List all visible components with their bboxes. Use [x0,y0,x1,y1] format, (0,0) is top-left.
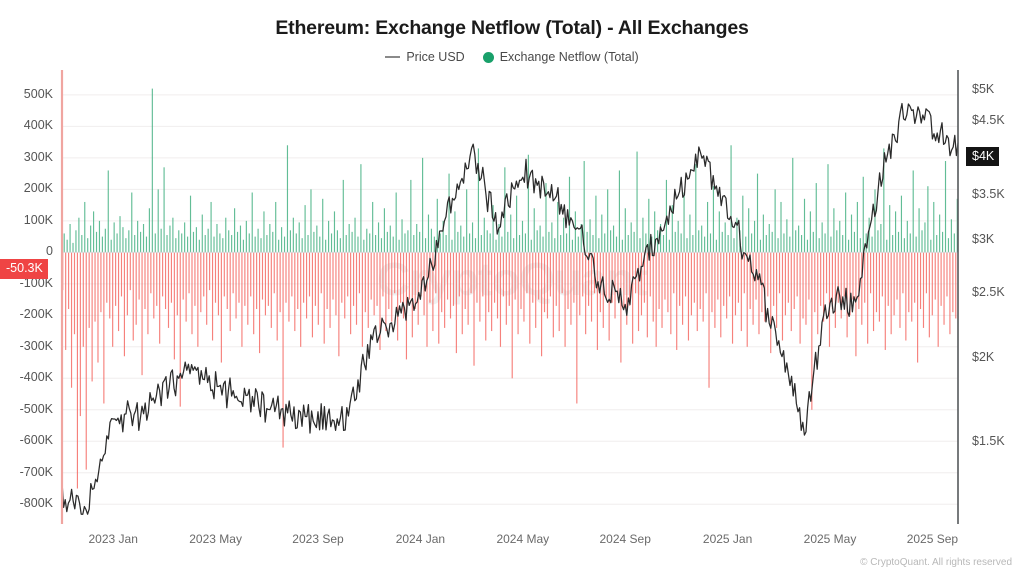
y-axis-right-tick: $5K [972,82,995,97]
status-badge-netflow: -50.3K [0,259,48,279]
legend-label-netflow: Exchange Netflow (Total) [499,50,639,64]
y-axis-left-tick: 500K [23,86,53,101]
legend-label-price: Price USD [406,50,465,64]
netflow-bars [62,88,958,489]
y-axis-left-tick: -100K [19,275,53,290]
page-title: Ethereum: Exchange Netflow (Total) - All… [275,17,749,39]
x-axis-tick: 2023 Jan [88,532,138,546]
y-axis-right-tick: $3.5K [972,186,1005,201]
x-axis-tick: 2023 May [189,532,242,546]
y-axis-left-tick: 300K [23,149,53,164]
circle-dot-icon [482,51,494,63]
y-axis-right-tick: $2K [972,350,995,365]
x-axis-tick: 2025 Sep [906,532,959,546]
y-axis-right-tick: $4.5K [972,113,1005,128]
line-dash-icon [385,56,401,58]
y-axis-left-tick: -600K [19,433,53,448]
y-axis-right-tick: $3K [972,231,995,246]
status-badge-price: $4K [966,146,1000,167]
y-axis-left-tick: -500K [19,401,53,416]
x-axis-tick: 2025 Jan [702,532,753,546]
x-axis-tick: 2025 May [803,532,857,546]
y-axis-left-tick: -300K [19,338,53,353]
price-line [61,102,959,515]
y-axis-left-tick: -800K [19,496,53,511]
y-axis-left-tick: -200K [19,307,53,322]
x-axis-tick: 2024 Jan [395,532,446,546]
y-axis-right-tick: $2.5K [972,284,1005,299]
y-axis-left-tick: -400K [19,370,53,385]
y-axis-left-tick: 400K [23,118,53,133]
y-axis-left-tick: 200K [23,181,53,196]
chart-legend: Price USD Exchange Netflow (Total) [0,50,1024,64]
y-axis-left-tick: 0 [46,244,53,259]
y-axis-right-tick: $1.5K [972,434,1005,449]
legend-item-price[interactable]: Price USD [385,50,465,64]
y-axis-left-tick: -700K [19,464,53,479]
x-axis-tick: 2024 May [496,532,550,546]
legend-item-netflow[interactable]: Exchange Netflow (Total) [482,50,639,64]
copyright-footer: © CryptoQuant. All rights reserved [860,557,1012,568]
x-axis-tick: 2023 Sep [292,532,344,546]
x-axis-tick: 2024 Sep [599,532,651,546]
y-axis-left-tick: 100K [23,212,53,227]
